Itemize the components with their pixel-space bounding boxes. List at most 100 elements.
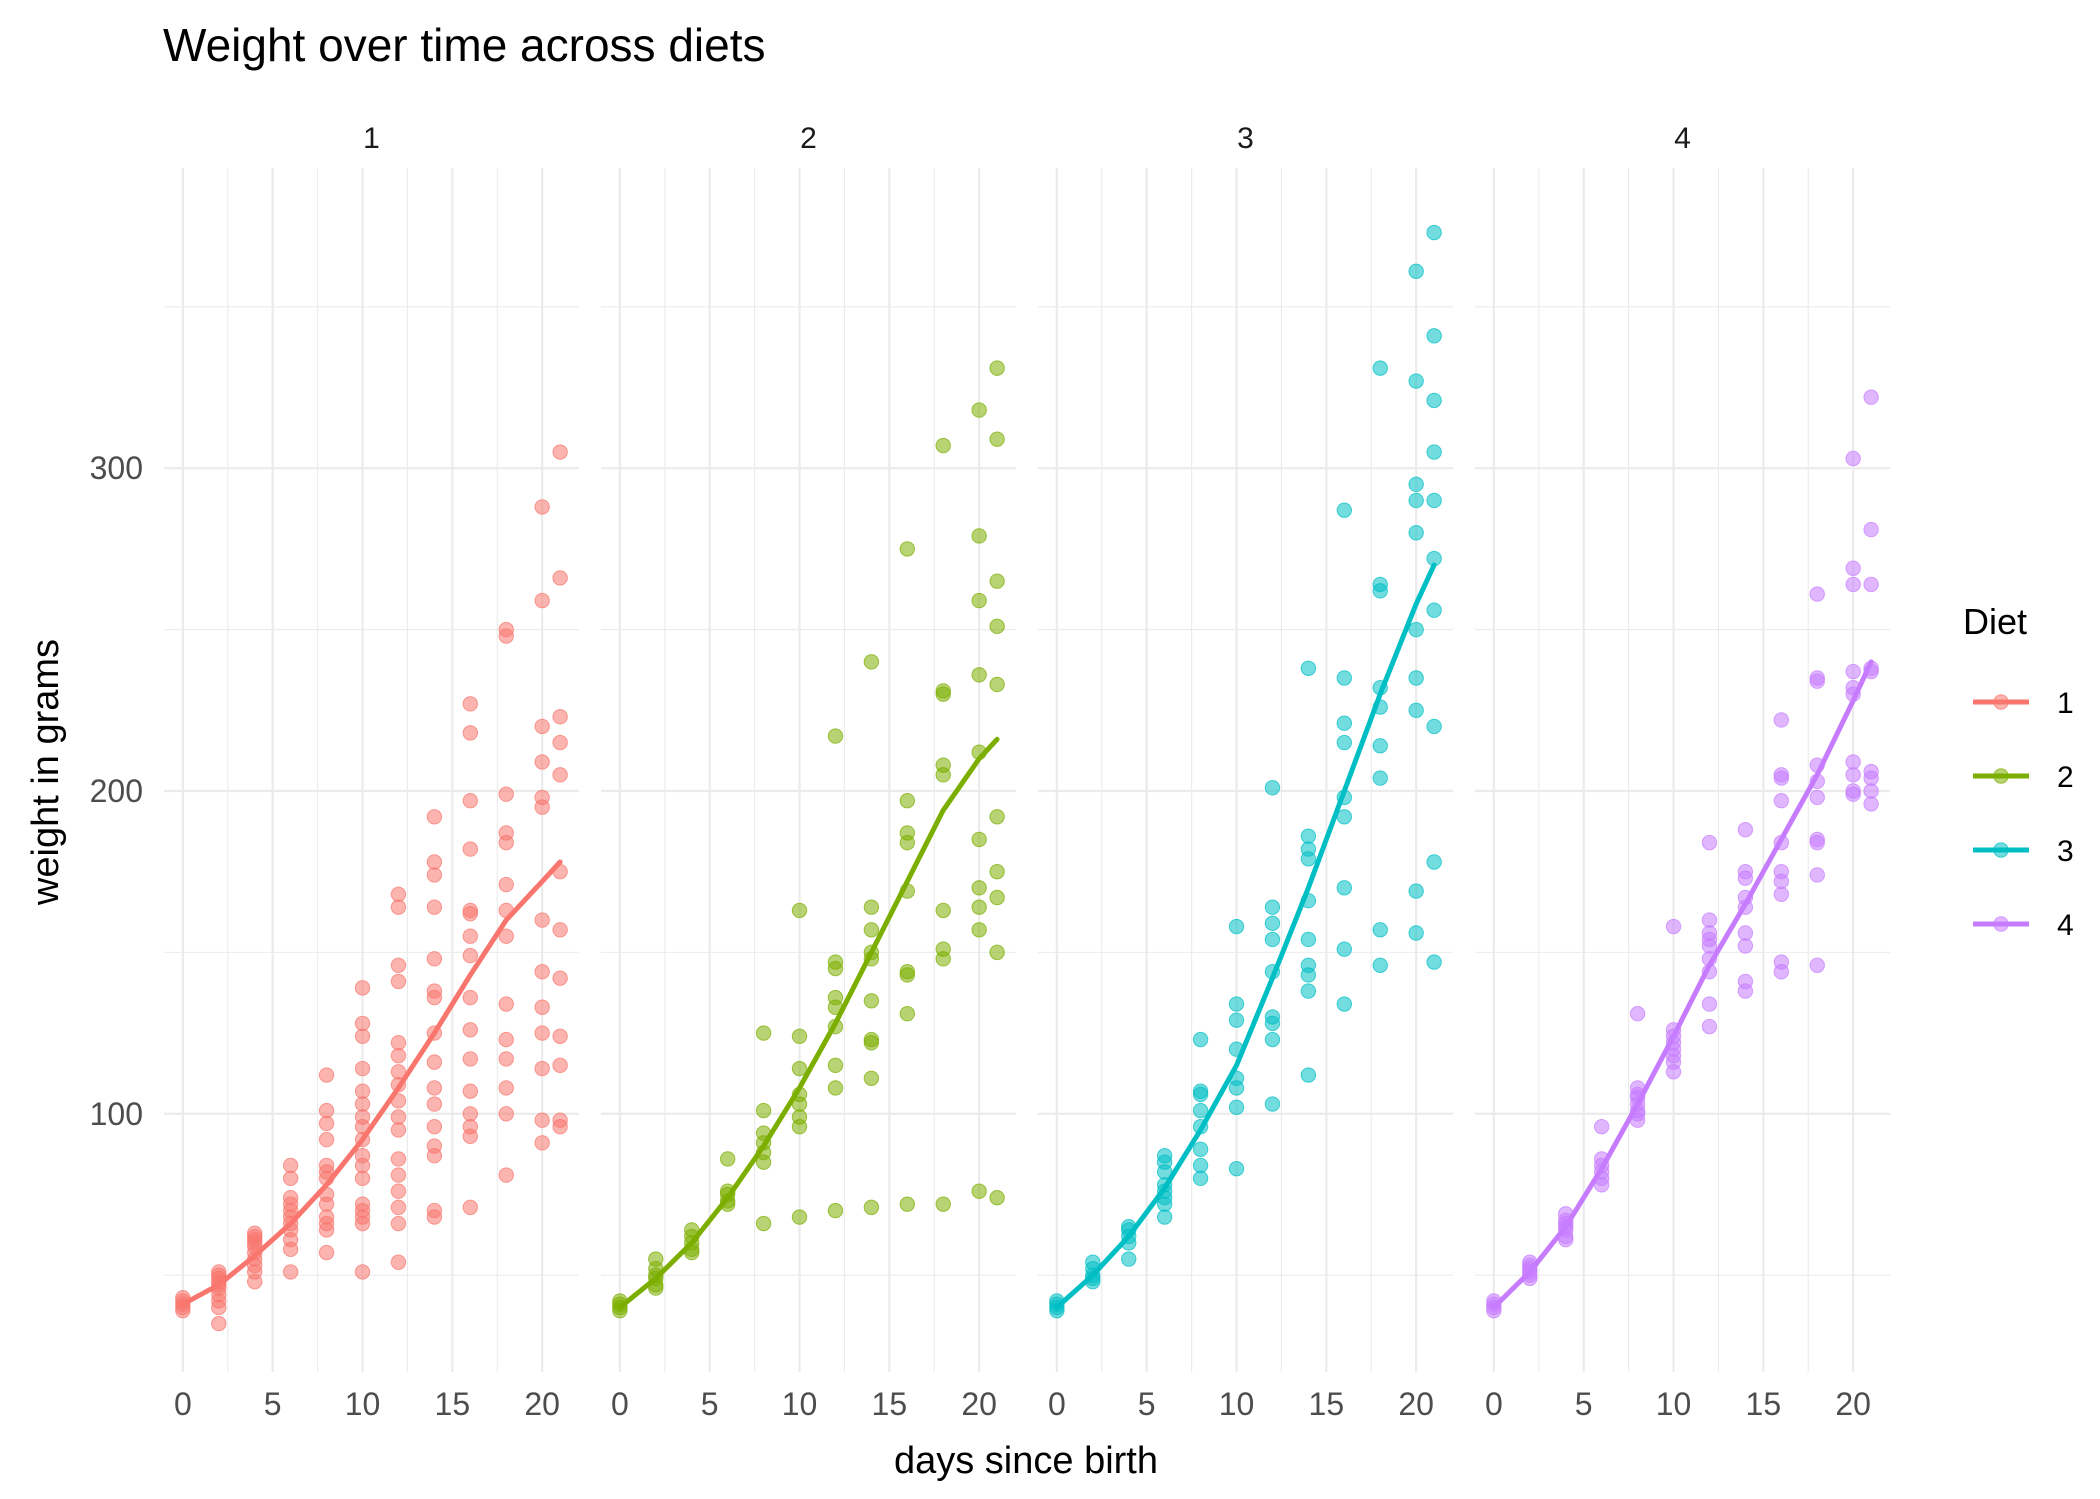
data-point [1264,1096,1281,1112]
data-point [534,754,550,770]
x-tick-label: 15 [872,1386,908,1422]
data-point [1809,831,1825,848]
data-point [1300,957,1317,973]
data-point [498,1167,514,1183]
trend-line [180,859,563,1307]
data-point [498,996,514,1012]
data-point [1192,1102,1209,1119]
data-point [863,993,880,1009]
legend-item-3: 3 [1973,835,2074,868]
data-point [426,1054,443,1070]
data-point [1737,973,1754,990]
data-point [1300,931,1317,948]
data-point [1701,925,1718,941]
data-point [827,989,844,1006]
data-point [462,696,479,712]
data-point [1408,670,1424,686]
data-point [318,1209,335,1225]
data-point [1156,1209,1173,1225]
data-point [354,1083,371,1099]
data-point [1426,602,1442,618]
data-point [462,989,479,1006]
data-point [552,734,568,751]
data-point [648,1251,664,1267]
data-point [971,1183,987,1199]
data-point [1336,996,1353,1012]
data-point [863,922,880,938]
data-point [426,899,443,915]
data-point [935,1196,951,1212]
data-point [1156,1148,1173,1164]
data-point [282,1264,299,1280]
data-point [318,1067,335,1083]
x-tick-label: 5 [1138,1386,1156,1422]
data-point [719,1151,736,1167]
data-point [498,928,514,944]
data-point [755,1102,772,1119]
data-point [462,1022,479,1038]
data-point [1228,918,1245,935]
data-point [1300,1067,1317,1083]
data-point [354,1109,371,1125]
data-point [318,1102,335,1119]
data-point [354,1264,371,1280]
data-point [1737,938,1754,954]
data-point [1336,734,1353,751]
facet-strip-label: 3 [1237,122,1254,155]
data-point [426,1080,443,1096]
data-point [534,789,550,806]
data-point [354,1170,371,1187]
data-point [1336,502,1353,518]
data-point [989,863,1005,880]
data-point [1426,854,1442,870]
data-point [1121,1251,1137,1267]
data-point [1863,783,1879,799]
data-point [791,902,808,919]
data-point [791,1028,808,1045]
data-point [552,1112,568,1128]
data-point [1408,525,1424,541]
data-point [1701,1018,1718,1035]
data-point [534,912,550,928]
legend-label: 1 [2057,687,2074,720]
data-point [1192,1031,1209,1048]
data-point [971,528,987,544]
data-point [827,1202,844,1219]
data-point [1773,712,1790,728]
data-point [971,831,987,848]
data-point [1228,996,1245,1012]
data-point [354,1028,371,1045]
data-point [971,592,987,609]
legend-item-2: 2 [1973,761,2074,794]
data-point [534,592,550,609]
facet-strip-label: 4 [1674,122,1691,155]
data-point [1264,1009,1281,1025]
data-point [989,1189,1005,1206]
data-point [899,1196,916,1212]
data-point [1264,915,1281,932]
data-point [426,1096,443,1112]
data-point [1809,957,1825,973]
data-point [1426,444,1442,460]
data-point [354,1196,371,1212]
data-point [1192,1157,1209,1174]
data-point [1408,476,1424,493]
y-tick-label: 100 [90,1096,143,1132]
trend-line [1054,562,1437,1310]
data-point [247,1225,263,1241]
x-tick-label: 5 [264,1386,282,1422]
data-point [1336,941,1353,957]
data-point [1809,670,1825,686]
chart-title: Weight over time across diets [163,19,766,71]
data-point [1228,1099,1245,1116]
data-point [1408,925,1424,941]
data-point [1408,883,1424,899]
data-point [1773,792,1790,809]
data-point [498,621,514,638]
data-point [989,889,1005,906]
data-point [1372,922,1388,938]
data-point [211,1264,227,1280]
data-point [1408,373,1424,389]
y-tick-label: 200 [90,773,143,809]
data-point [552,570,568,586]
